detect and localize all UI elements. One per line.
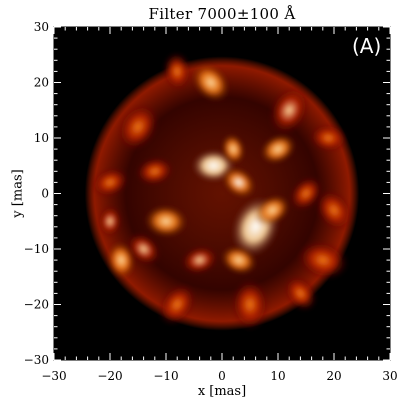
bright-feature <box>268 85 310 135</box>
y-tick-label: −10 <box>24 242 49 256</box>
bright-feature <box>219 245 258 276</box>
x-tick-label: −20 <box>97 369 122 383</box>
y-tick-label: 30 <box>34 20 49 34</box>
y-tick-label: 20 <box>34 76 49 90</box>
y-tick-label: −30 <box>24 353 49 367</box>
bright-feature <box>309 123 348 153</box>
bright-feature <box>289 176 323 211</box>
y-tick-label: 0 <box>41 187 49 201</box>
bright-feature <box>230 278 270 331</box>
bright-feature <box>116 102 160 152</box>
y-tick-label: −20 <box>24 298 49 312</box>
ticks-layer: −30 −20 −10 0 10 20 30 −30 −20 −10 0 10 20 30 <box>24 20 398 383</box>
bright-feature <box>91 167 129 198</box>
bright-feature <box>180 245 219 275</box>
x-tick-label: 20 <box>326 369 341 383</box>
panel-label: (A) <box>352 34 382 58</box>
chart-title: Filter 7000±100 Å <box>148 5 296 23</box>
bright-feature <box>284 275 317 311</box>
bright-feature <box>98 205 122 238</box>
bright-feature <box>106 240 136 280</box>
bright-feature <box>143 204 189 238</box>
x-tick-label: 10 <box>270 369 285 383</box>
bright-feature <box>297 240 349 280</box>
bright-feature <box>221 166 257 199</box>
y-tick-label: 10 <box>34 131 49 145</box>
bright-feature <box>191 62 231 103</box>
bright-feature <box>135 156 174 186</box>
bright-feature <box>162 52 192 91</box>
bright-feature <box>315 189 353 232</box>
bright-feature <box>254 194 291 227</box>
x-tick-label: 30 <box>382 369 397 383</box>
x-tick-label: −30 <box>41 369 66 383</box>
bright-feature <box>259 133 297 165</box>
bright-feature <box>220 133 246 165</box>
x-tick-label: 0 <box>218 369 226 383</box>
bright-features-layer <box>91 52 353 331</box>
y-axis-label: y [mas] <box>10 169 26 218</box>
x-tick-label: −10 <box>153 369 178 383</box>
bright-feature <box>158 283 197 326</box>
x-axis-label: x [mas] <box>197 384 247 399</box>
